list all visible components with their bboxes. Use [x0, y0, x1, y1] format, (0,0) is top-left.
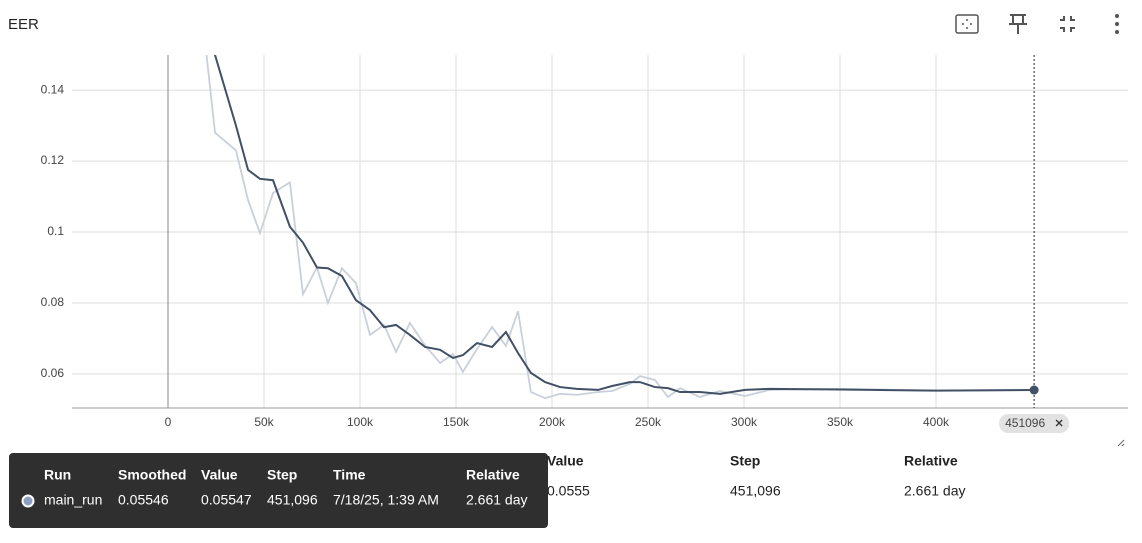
tooltip-header: Step — [267, 467, 297, 483]
y-tick-label: 0.1 — [47, 224, 64, 238]
run-swatch — [21, 494, 35, 508]
hover-point — [1029, 385, 1039, 395]
table-header: Relative — [904, 453, 958, 469]
pin-icon[interactable] — [1009, 14, 1027, 34]
x-tick-label: 400k — [923, 415, 950, 429]
y-tick-label: 0.06 — [41, 366, 65, 380]
x-tick-label: 250k — [635, 415, 662, 429]
tooltip-cell: 2.661 day — [466, 492, 528, 508]
line-series — [214, 55, 1035, 395]
table-header: Value — [547, 453, 584, 469]
table-cell: 0.0555 — [547, 483, 590, 499]
plot — [205, 55, 1035, 400]
hover-step-label: 451096 — [1005, 416, 1045, 430]
tooltip-cell: main_run — [44, 492, 102, 508]
y-tick-label: 0.08 — [41, 295, 65, 309]
fit-icon[interactable] — [955, 14, 979, 34]
x-tick-label: 350k — [827, 415, 854, 429]
tooltip-header: Time — [333, 467, 366, 483]
x-tick-label: 150k — [443, 415, 470, 429]
x-tick-label: 200k — [539, 415, 566, 429]
tooltip-header: Value — [201, 467, 238, 483]
hover-close — [1055, 419, 1063, 427]
grid — [72, 55, 1128, 408]
x-tick-label: 300k — [731, 415, 758, 429]
tooltip-header: Smoothed — [118, 467, 186, 483]
table-cell: 451,096 — [730, 483, 781, 499]
tooltip-header: Run — [44, 467, 71, 483]
x-tick-label: 50k — [254, 415, 274, 429]
hover-chip — [999, 414, 1070, 433]
resize-icon[interactable] — [1117, 439, 1125, 447]
table-cell: 2.661 day — [904, 483, 966, 499]
tooltip-box — [9, 453, 548, 528]
table-header: Step — [730, 453, 760, 469]
collapse-icon[interactable] — [1060, 16, 1075, 32]
line-series — [205, 55, 1035, 400]
tooltip-header: Relative — [466, 467, 520, 483]
card-title: EER — [8, 16, 39, 33]
tooltip: Run Smoothed Value Step Time Relative main_run… — [21, 467, 528, 508]
y-tick-label: 0.12 — [41, 153, 65, 167]
x-tick-label: 100k — [347, 415, 374, 429]
tooltip-cell: 7/18/25, 1:39 AM — [333, 492, 439, 508]
tooltip-cell: 0.05547 — [201, 492, 252, 508]
more-icon[interactable] — [1115, 14, 1119, 34]
x-tick-label: 0 — [165, 415, 172, 429]
tooltip-cell: 0.05546 — [118, 492, 169, 508]
tooltip-cell: 451,096 — [267, 492, 318, 508]
y-tick-label: 0.14 — [41, 82, 65, 96]
